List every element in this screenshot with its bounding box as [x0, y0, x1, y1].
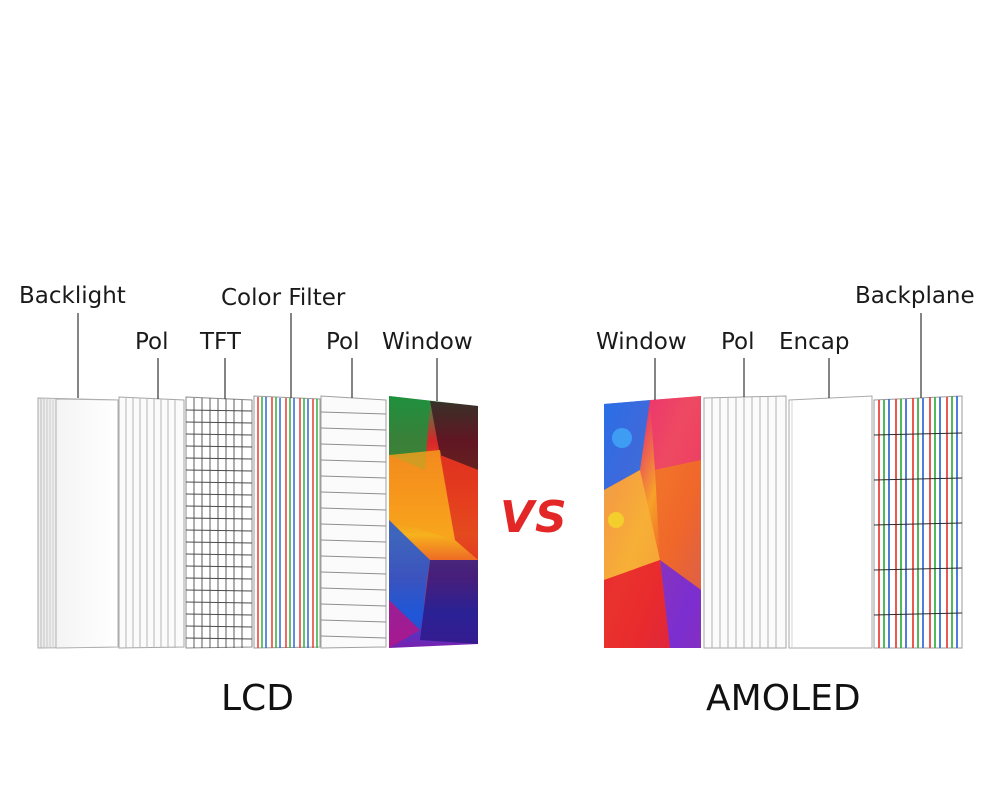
- label-color-filter: Color Filter: [221, 285, 346, 311]
- lcd-window-layer: [389, 396, 478, 648]
- amoled-encap-layer: [788, 395, 873, 649]
- lcd-pol-layer-1: [118, 396, 185, 649]
- lcd-backlight-layer: [37, 397, 119, 649]
- label-tft: TFT: [200, 329, 241, 355]
- label-lcd-pol-2: Pol: [326, 329, 360, 355]
- lcd-title: LCD: [221, 678, 294, 719]
- lcd-color-filter-layer: [253, 395, 321, 649]
- label-encap: Encap: [779, 329, 850, 355]
- lcd-pol-layer-2: [320, 395, 387, 649]
- vs-label: VS: [500, 492, 568, 543]
- label-lcd-pol-1: Pol: [135, 329, 169, 355]
- label-lcd-window: Window: [382, 329, 473, 355]
- label-amoled-pol: Pol: [721, 329, 755, 355]
- lcd-tft-layer: [185, 396, 253, 649]
- label-amoled-window: Window: [596, 329, 687, 355]
- label-backlight: Backlight: [19, 283, 126, 309]
- amoled-backplane-layer: [873, 395, 963, 649]
- amoled-window-layer: [604, 396, 701, 648]
- amoled-pol-layer: [703, 395, 787, 649]
- amoled-title: AMOLED: [706, 678, 861, 719]
- label-backplane: Backplane: [855, 283, 975, 309]
